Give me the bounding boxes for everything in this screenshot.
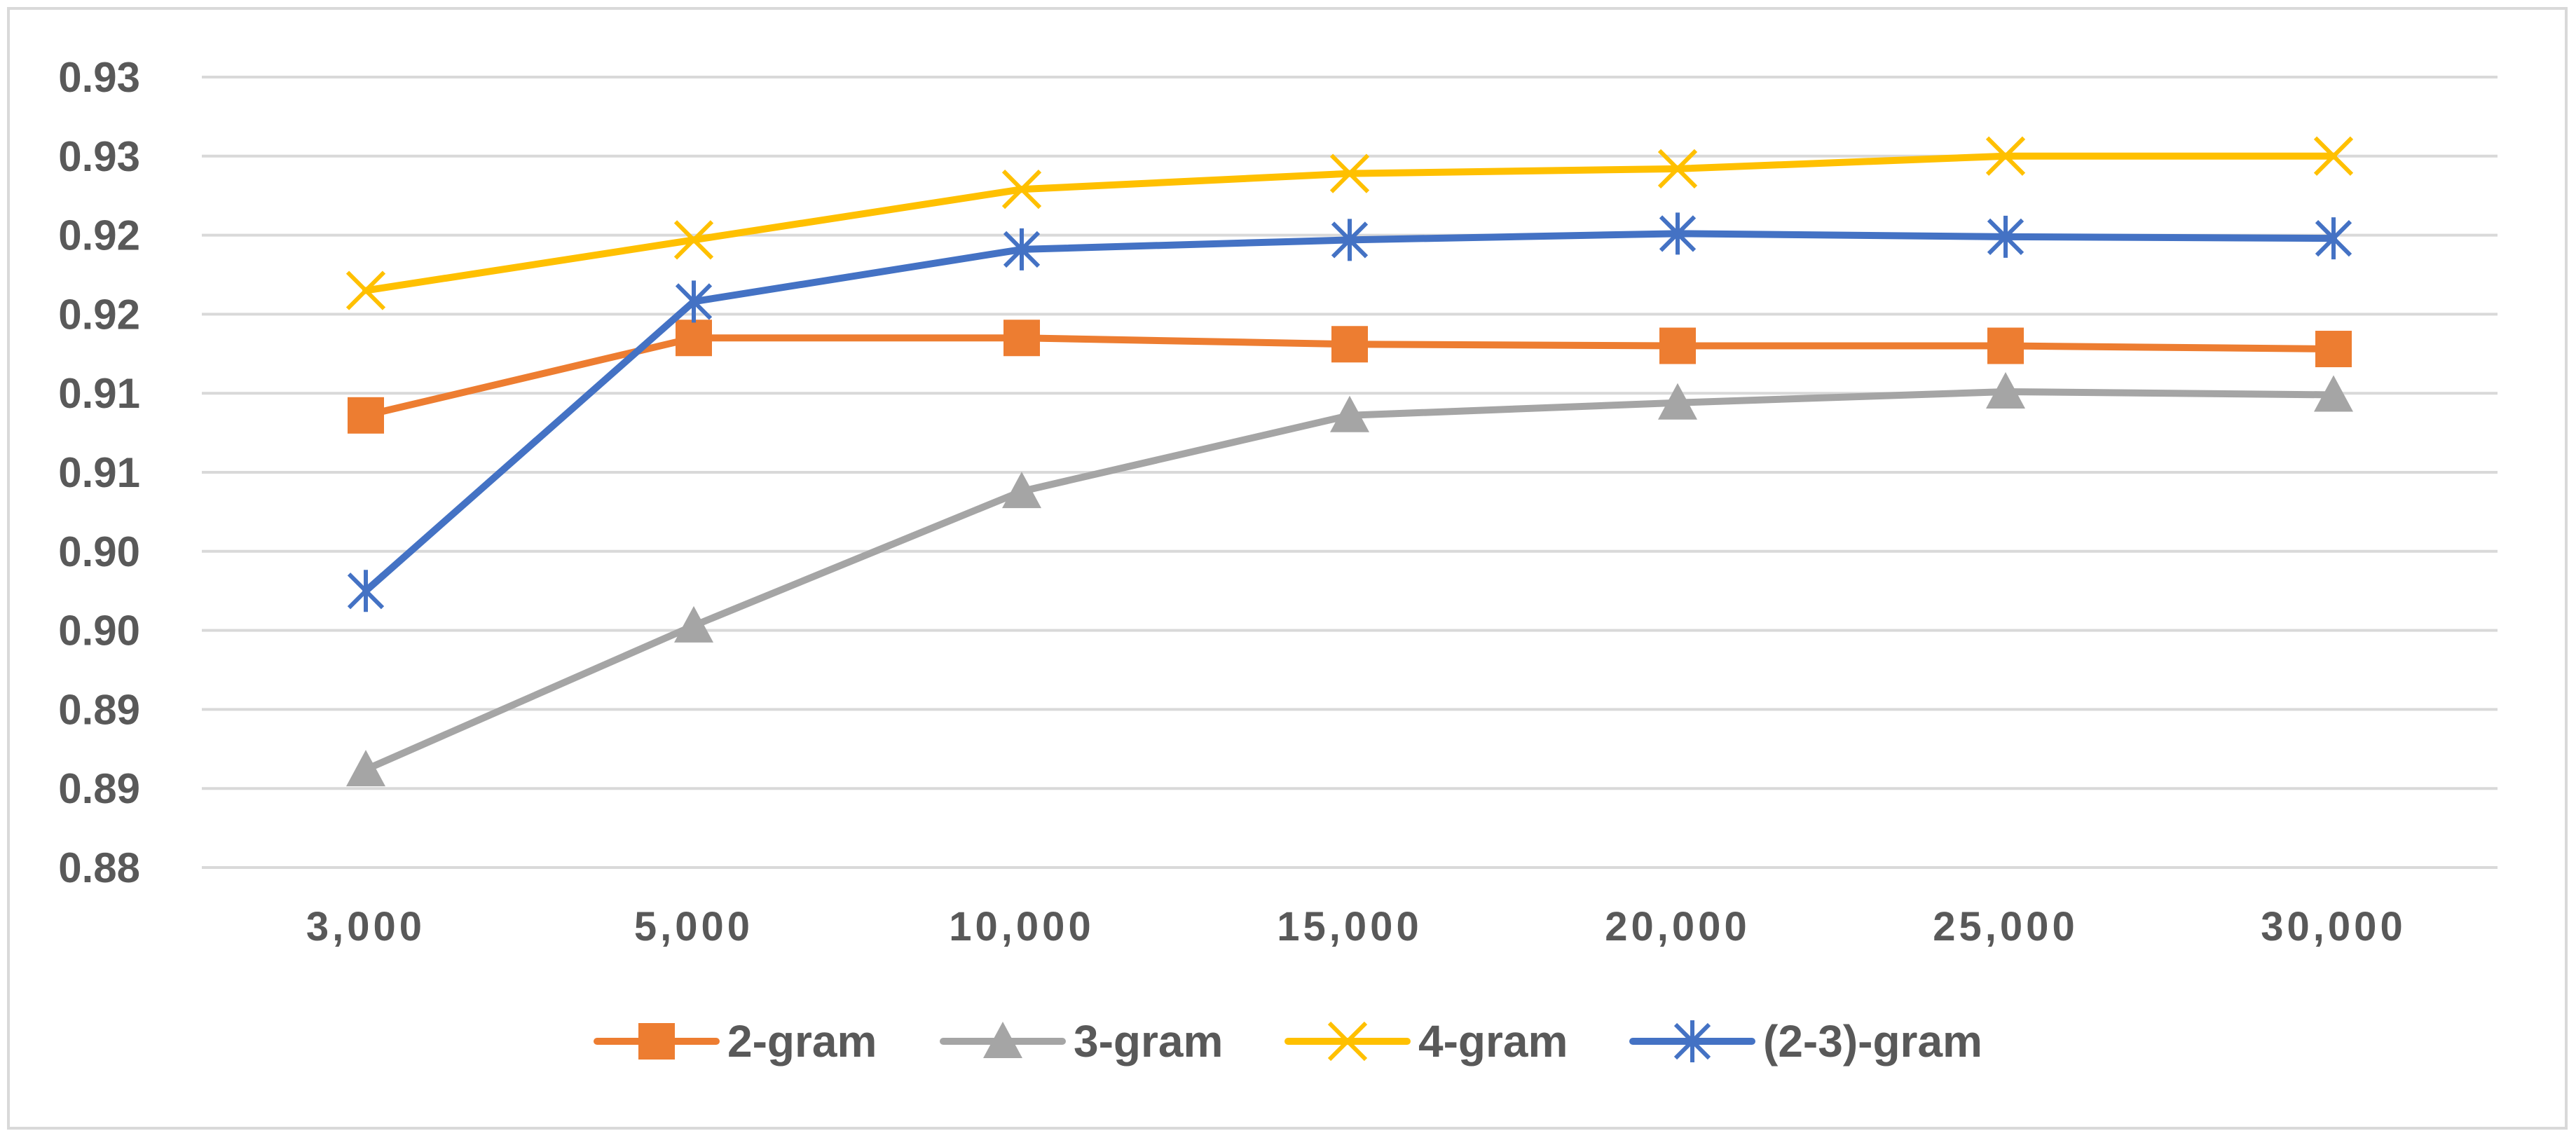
x-tick-label: 3,000 (306, 904, 425, 950)
legend-entry: 4-gram (1284, 1016, 1568, 1067)
y-tick-label: 0.92 (58, 291, 140, 338)
data-point (675, 280, 713, 323)
y-tick-label: 0.90 (58, 608, 140, 654)
x-axis-ticks: 3,000 5,000 10,000 15,000 20,000 25,000 30,000 (306, 904, 2406, 950)
y-tick-label: 0.89 (58, 765, 140, 812)
gridlines (202, 76, 2498, 869)
series-4-gram (345, 136, 2354, 310)
y-axis-ticks: 0.88 0.89 0.89 0.90 0.90 0.91 0.91 0.92 0.92 0.93… (58, 54, 140, 891)
series-line (362, 388, 2337, 774)
legend-entry: (2-3)-gram (1629, 1016, 1982, 1067)
legend-label: (2-3)-gram (1763, 1016, 1982, 1067)
data-point (2313, 136, 2354, 176)
data-point (1002, 472, 1041, 509)
legend-label: 4-gram (1418, 1016, 1568, 1067)
data-point (1987, 215, 2025, 258)
data-point (674, 605, 713, 643)
data-point (1986, 371, 2025, 409)
data-point (2315, 217, 2352, 260)
data-point (1330, 395, 1369, 432)
legend-marker (1327, 1021, 1368, 1062)
legend-entry: 3-gram (940, 1016, 1223, 1067)
data-point (1003, 228, 1041, 270)
legend-marker (638, 1023, 675, 1060)
y-tick-label: 0.88 (58, 844, 140, 891)
data-point (1987, 327, 2024, 364)
data-point (347, 570, 385, 612)
data-point (1657, 149, 1698, 188)
y-tick-label: 0.90 (58, 528, 140, 575)
data-point (1331, 219, 1369, 261)
y-tick-label: 0.93 (58, 54, 140, 101)
data-point (1001, 170, 1042, 210)
legend-marker (1673, 1020, 1711, 1062)
y-tick-label: 0.91 (58, 370, 140, 417)
series-(2-3)-gram (347, 212, 2352, 612)
x-tick-label: 5,000 (634, 904, 753, 950)
y-tick-label: 0.93 (58, 133, 140, 180)
data-point (676, 320, 712, 357)
data-point (345, 270, 386, 310)
x-tick-label: 30,000 (2261, 904, 2406, 950)
x-tick-label: 20,000 (1605, 904, 1750, 950)
legend: 2-gram 3-gram 4-gram (2-3)-gram (594, 1016, 1982, 1067)
data-point (673, 220, 714, 260)
y-tick-label: 0.89 (58, 686, 140, 733)
legend-label: 3-gram (1074, 1016, 1223, 1067)
data-point (1329, 153, 1370, 193)
y-tick-label: 0.92 (58, 212, 140, 259)
x-tick-label: 10,000 (949, 904, 1094, 950)
data-point (2315, 331, 2352, 368)
data-point (348, 397, 384, 434)
data-point (1659, 212, 1697, 255)
legend-marker (983, 1022, 1022, 1058)
series-lines (345, 136, 2354, 787)
y-tick-label: 0.91 (58, 449, 140, 496)
data-point (1003, 320, 1040, 357)
data-point (1659, 327, 1696, 364)
x-tick-label: 15,000 (1277, 904, 1422, 950)
chart-frame (7, 7, 2568, 1130)
data-point (1985, 136, 2026, 176)
legend-entry: 2-gram (594, 1016, 877, 1067)
x-tick-label: 25,000 (1933, 904, 2078, 950)
legend-label: 2-gram (727, 1016, 877, 1067)
data-point (1331, 326, 1368, 363)
data-point (1658, 383, 1697, 420)
data-point (346, 750, 385, 787)
series-2-gram (348, 320, 2352, 434)
data-point (2314, 375, 2353, 412)
series-3-gram (346, 371, 2353, 787)
